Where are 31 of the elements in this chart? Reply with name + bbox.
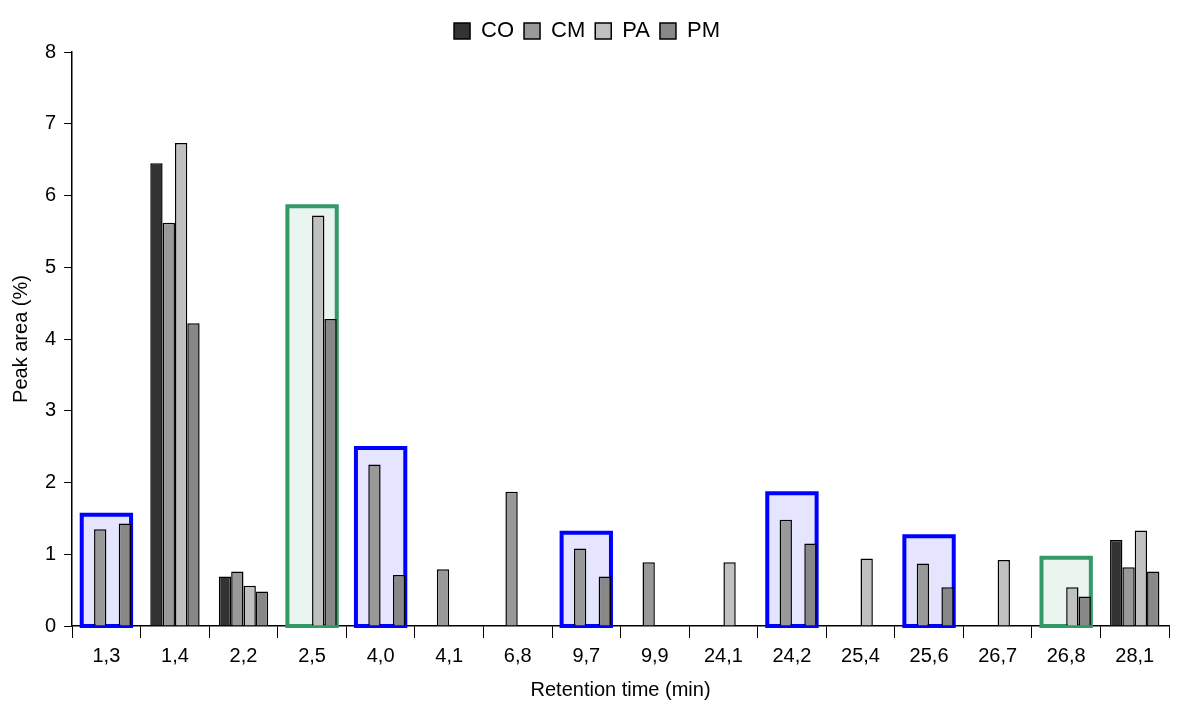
x-tick-label: 26,8 bbox=[1046, 643, 1086, 666]
y-axis-title: Peak area (%) bbox=[8, 275, 31, 403]
x-tick-label: 2,2 bbox=[229, 643, 258, 666]
y-tick-label: 8 bbox=[45, 39, 57, 62]
x-tick-label: 25,4 bbox=[841, 643, 880, 666]
x-axis-title: Retention time (min) bbox=[530, 677, 711, 700]
x-tick-label: 24,2 bbox=[772, 643, 812, 666]
x-tick-label: 4,0 bbox=[366, 643, 395, 666]
y-tick-label: 3 bbox=[45, 398, 57, 421]
y-tick-label: 4 bbox=[45, 326, 57, 349]
x-tick-label: 28,1 bbox=[1115, 643, 1155, 666]
legend-label: PM bbox=[686, 17, 720, 43]
legend-label: PA bbox=[622, 17, 651, 43]
x-tick-label: 9,7 bbox=[572, 643, 601, 666]
x-tick-label: 26,7 bbox=[978, 643, 1018, 666]
y-tick-label: 1 bbox=[45, 541, 57, 564]
y-tick-label: 6 bbox=[45, 183, 57, 206]
x-tick-label: 1,4 bbox=[161, 643, 189, 666]
legend-label: CO bbox=[481, 17, 515, 43]
x-tick-label: 25,6 bbox=[909, 643, 949, 666]
y-tick-label: 2 bbox=[45, 470, 57, 493]
y-tick-label: 7 bbox=[45, 111, 57, 134]
x-tick-label: 9,9 bbox=[640, 643, 669, 666]
y-tick-label: 0 bbox=[45, 613, 57, 636]
x-tick-label: 1,3 bbox=[92, 643, 121, 666]
x-tick-label: 2,5 bbox=[298, 643, 326, 666]
legend-label: CM bbox=[551, 17, 586, 43]
x-tick-label: 4,1 bbox=[435, 643, 464, 666]
y-tick-label: 5 bbox=[45, 254, 57, 277]
x-tick-label: 24,1 bbox=[703, 643, 743, 666]
x-tick-label: 6,8 bbox=[503, 643, 532, 666]
